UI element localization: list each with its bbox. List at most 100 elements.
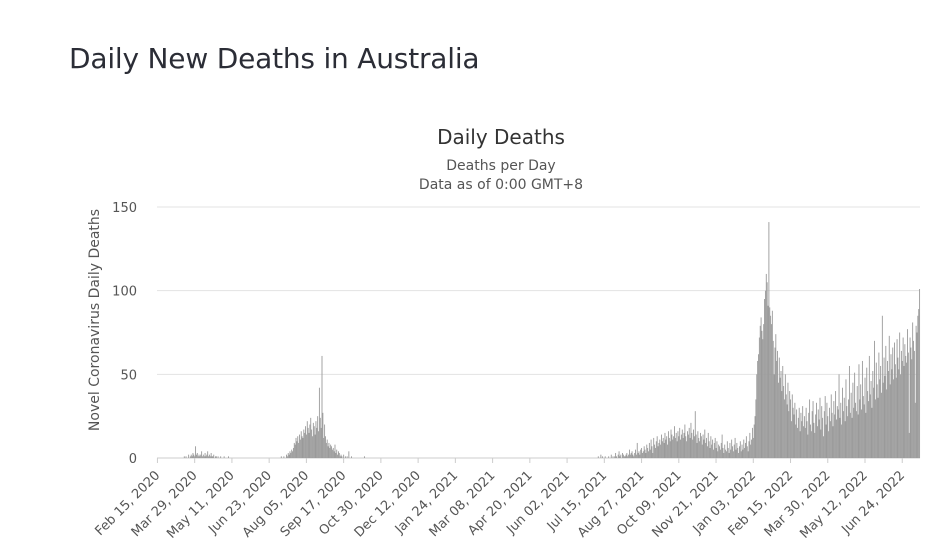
- daily-death-bar: [915, 403, 916, 458]
- daily-death-bar: [829, 408, 830, 458]
- daily-death-bar: [679, 428, 680, 458]
- daily-death-bar: [739, 446, 740, 458]
- daily-death-bar: [792, 394, 793, 458]
- daily-death-bar: [313, 423, 314, 458]
- daily-death-bar: [735, 438, 736, 458]
- daily-death-bar: [616, 456, 617, 458]
- daily-death-bar: [819, 420, 820, 458]
- daily-death-bar: [868, 401, 869, 458]
- daily-death-bar: [737, 448, 738, 458]
- daily-death-bar: [712, 440, 713, 458]
- daily-death-bar: [697, 443, 698, 458]
- daily-death-bar: [626, 455, 627, 458]
- bars-layer: [184, 222, 920, 458]
- daily-death-bar: [636, 455, 637, 458]
- daily-death-bar: [793, 408, 794, 458]
- daily-death-bar: [615, 453, 616, 458]
- daily-death-bar: [724, 445, 725, 458]
- x-tick-label: Mar 08, 2021: [427, 468, 499, 540]
- daily-death-bar: [854, 373, 855, 458]
- daily-death-bar: [323, 438, 324, 458]
- daily-death-bar: [818, 409, 819, 458]
- daily-death-bar: [293, 448, 294, 458]
- daily-death-bar: [290, 453, 291, 458]
- daily-death-bar: [908, 353, 909, 458]
- grid-layer: [157, 207, 920, 458]
- daily-death-bar: [312, 436, 313, 458]
- x-tick-label: Feb 15, 2022: [726, 468, 797, 539]
- daily-death-bar: [901, 351, 902, 458]
- daily-death-bar: [827, 416, 828, 458]
- daily-death-bar: [614, 456, 615, 458]
- daily-death-bar: [300, 440, 301, 458]
- daily-death-bar: [842, 388, 843, 458]
- daily-death-bar: [833, 426, 834, 458]
- daily-death-bar: [663, 438, 664, 458]
- daily-death-bar: [763, 324, 764, 458]
- chart-subtitle: Deaths per Day: [446, 158, 555, 174]
- daily-death-bar: [813, 423, 814, 458]
- daily-death-bar: [690, 438, 691, 458]
- daily-death-bar: [618, 455, 619, 458]
- daily-death-bar: [896, 378, 897, 458]
- daily-death-bar: [682, 430, 683, 458]
- daily-death-bar: [294, 443, 295, 458]
- daily-death-bar: [835, 391, 836, 458]
- daily-death-bar: [324, 425, 325, 458]
- daily-death-bar: [825, 396, 826, 458]
- daily-death-bar: [218, 456, 219, 458]
- daily-death-bar: [645, 453, 646, 458]
- daily-death-bar: [745, 443, 746, 458]
- daily-death-bar: [884, 358, 885, 458]
- daily-death-bar: [714, 443, 715, 458]
- daily-death-bar: [813, 401, 814, 458]
- daily-death-bar: [716, 441, 717, 458]
- daily-death-bar: [201, 451, 202, 458]
- daily-death-bar: [299, 435, 300, 458]
- daily-death-bar: [871, 381, 872, 458]
- daily-death-bar: [322, 356, 323, 458]
- daily-death-bar: [905, 356, 906, 458]
- daily-death-bar: [343, 455, 344, 458]
- daily-death-bar: [643, 451, 644, 458]
- daily-death-bar: [859, 364, 860, 458]
- daily-death-bar: [190, 456, 191, 458]
- daily-death-bar: [730, 450, 731, 458]
- daily-death-bar: [843, 411, 844, 458]
- daily-death-bar: [788, 411, 789, 458]
- daily-death-bar: [330, 445, 331, 458]
- daily-death-bar: [828, 431, 829, 458]
- daily-death-bar: [898, 369, 899, 458]
- daily-death-bar: [620, 455, 621, 458]
- daily-death-bar: [906, 363, 907, 458]
- daily-death-bar: [767, 282, 768, 458]
- daily-death-bar: [917, 316, 918, 458]
- daily-death-bar: [832, 413, 833, 458]
- daily-death-bar: [289, 455, 290, 458]
- daily-death-bar: [619, 451, 620, 458]
- daily-death-bar: [674, 426, 675, 458]
- daily-death-bar: [332, 450, 333, 458]
- daily-death-bar: [335, 453, 336, 458]
- daily-death-bar: [909, 433, 910, 458]
- daily-death-bar: [188, 455, 189, 458]
- daily-death-bar: [639, 455, 640, 458]
- daily-death-bar: [911, 359, 912, 458]
- daily-death-bar: [876, 363, 877, 458]
- daily-death-bar: [791, 421, 792, 458]
- daily-death-bar: [197, 453, 198, 458]
- daily-death-bar: [875, 399, 876, 458]
- daily-death-bar: [652, 453, 653, 458]
- daily-death-bar: [315, 421, 316, 458]
- daily-death-bar: [292, 451, 293, 458]
- daily-death-bar: [904, 366, 905, 458]
- daily-death-bar: [873, 388, 874, 458]
- daily-death-bar: [686, 441, 687, 458]
- daily-death-bar: [647, 448, 648, 458]
- daily-death-bar: [213, 455, 214, 458]
- daily-death-bar: [913, 341, 914, 458]
- daily-death-bar: [711, 445, 712, 458]
- daily-death-bar: [678, 436, 679, 458]
- daily-death-bar: [669, 438, 670, 458]
- daily-death-bar: [781, 371, 782, 458]
